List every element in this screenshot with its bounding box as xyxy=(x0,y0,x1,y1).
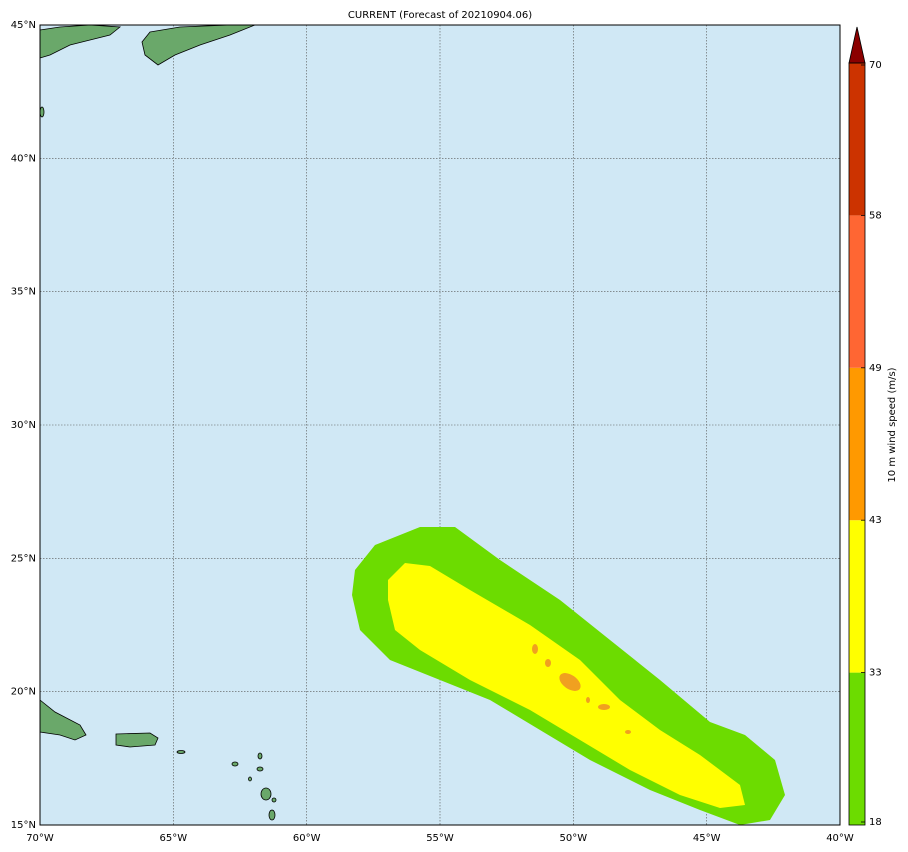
colorbar-label: 10 m wind speed (m/s) xyxy=(887,367,898,482)
colorbar-frame xyxy=(848,62,866,826)
lon-tick-label: 40°W xyxy=(826,833,854,844)
colorbar-tick-label: 49 xyxy=(869,363,882,374)
colorbar-tick-label: 43 xyxy=(869,515,882,526)
lon-tick-label: 50°W xyxy=(560,833,588,844)
lat-tick-label: 40°N xyxy=(11,153,36,164)
map-frame xyxy=(39,24,841,826)
lon-tick-label: 70°W xyxy=(26,833,54,844)
lat-tick-label: 25°N xyxy=(11,553,36,564)
lat-tick-label: 20°N xyxy=(11,687,36,698)
grid xyxy=(40,25,840,825)
lon-tick-label: 65°W xyxy=(160,833,188,844)
lon-tick-label: 60°W xyxy=(293,833,321,844)
colorbar-segment xyxy=(849,520,865,673)
lat-tick-label: 30°N xyxy=(11,420,36,431)
land xyxy=(39,24,277,821)
lat-tick-label: 15°N xyxy=(11,820,36,831)
lon-tick-label: 55°W xyxy=(426,833,454,844)
colorbar-segment xyxy=(849,63,865,216)
colorbar: 18 33 43 49 58 70 xyxy=(848,26,882,828)
lon-tick-label: 45°W xyxy=(693,833,721,844)
wind-contour-43 xyxy=(532,644,631,734)
title: CURRENT (Forecast of 20210904.06) xyxy=(348,10,532,21)
lat-tick-label: 45°N xyxy=(11,20,36,31)
colorbar-segment xyxy=(849,672,865,825)
colorbar-tick-label: 33 xyxy=(869,668,882,679)
colorbar-tick-label: 70 xyxy=(869,60,882,71)
colorbar-tick-label: 58 xyxy=(869,210,882,221)
colorbar-segment xyxy=(849,215,865,368)
colorbar-segment xyxy=(849,367,865,521)
colorbar-tick-label: 18 xyxy=(869,817,882,828)
colorbar-extend xyxy=(848,26,866,64)
lat-tick-label: 35°N xyxy=(11,287,36,298)
